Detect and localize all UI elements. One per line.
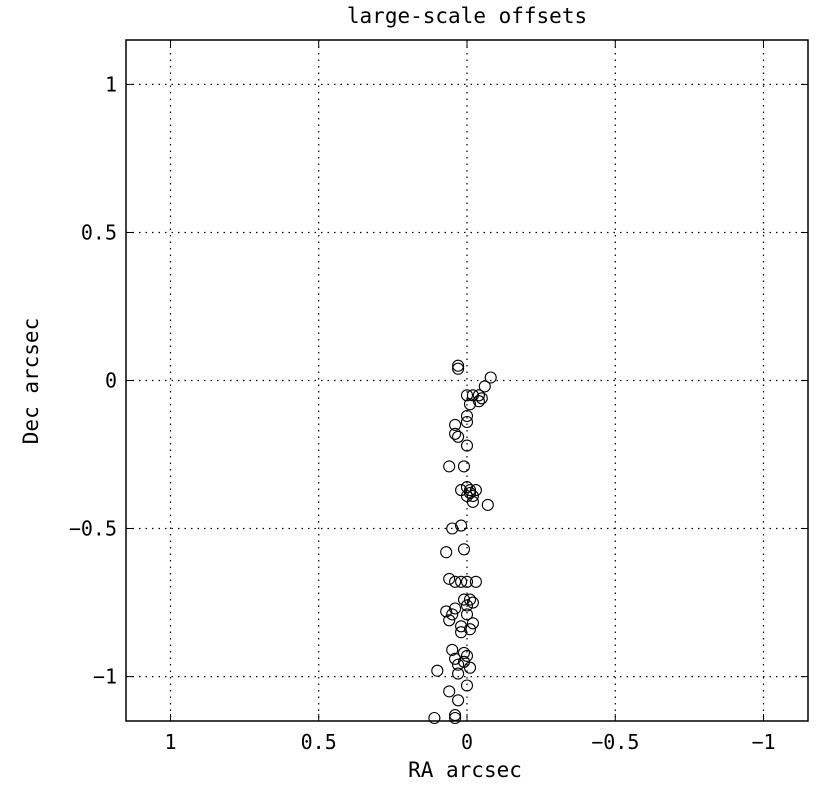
x-tick-label: 1 — [164, 730, 176, 754]
data-point — [463, 398, 477, 411]
data-point — [484, 371, 497, 384]
data-point — [449, 652, 462, 665]
data-point — [469, 484, 482, 497]
data-point — [452, 430, 465, 443]
data-point — [460, 649, 474, 662]
data-point — [463, 593, 477, 606]
y-tick-label: 0.5 — [81, 221, 117, 245]
x-tick-label: −0.5 — [591, 730, 639, 754]
data-point — [452, 694, 465, 707]
data-point — [460, 415, 474, 429]
data-point — [455, 626, 468, 639]
data-point — [466, 596, 479, 609]
data-point — [472, 395, 485, 408]
data-points — [428, 359, 497, 725]
data-point — [455, 620, 468, 633]
data-point — [452, 359, 465, 372]
data-point — [431, 664, 444, 677]
data-point — [469, 575, 482, 588]
data-point — [449, 711, 462, 725]
data-point — [460, 599, 474, 612]
data-point — [460, 575, 474, 588]
data-point — [449, 427, 462, 440]
data-point — [455, 575, 468, 588]
x-tick-label: 0.5 — [301, 730, 337, 754]
y-axis-label: Dec arcsec — [19, 318, 43, 444]
data-point — [449, 575, 462, 588]
data-point — [463, 486, 477, 500]
x-tick-label: −1 — [751, 730, 775, 754]
data-point — [457, 593, 471, 606]
data-point — [457, 646, 471, 659]
data-point — [463, 623, 477, 636]
x-axis-label: RA arcsec — [408, 758, 522, 782]
data-point — [443, 685, 456, 698]
data-point — [472, 389, 485, 402]
data-point — [452, 362, 465, 375]
data-point — [446, 522, 459, 535]
chart-title: large-scale offsets — [347, 4, 587, 28]
data-point — [452, 658, 465, 671]
data-point — [443, 460, 456, 473]
data-point — [466, 617, 479, 630]
data-point — [446, 608, 459, 621]
data-point — [466, 489, 479, 503]
data-point — [463, 484, 477, 497]
data-point — [440, 605, 453, 618]
data-point — [457, 460, 471, 473]
axis-ticks: 1 0.5 0 −0.5 −1 1 0.5 0 −0.5 −1 — [69, 40, 808, 754]
data-point — [452, 667, 465, 680]
data-point — [428, 711, 441, 725]
data-point — [446, 643, 459, 656]
data-point — [460, 679, 474, 692]
data-point — [475, 392, 488, 405]
data-point — [443, 614, 456, 627]
data-point — [443, 572, 456, 585]
x-tick-label: 0 — [461, 730, 473, 754]
data-point — [460, 439, 474, 452]
data-point — [449, 418, 462, 431]
data-point — [449, 602, 462, 615]
data-point — [460, 389, 474, 402]
data-point — [457, 543, 471, 556]
y-tick-label: −1 — [93, 665, 117, 689]
data-point — [463, 661, 477, 674]
data-point — [481, 498, 494, 511]
data-point — [440, 546, 453, 559]
data-point — [460, 608, 474, 621]
data-point — [466, 495, 479, 508]
data-point — [460, 481, 474, 494]
data-point — [455, 519, 468, 532]
data-point — [460, 409, 474, 423]
y-tick-label: 0 — [105, 369, 117, 393]
data-point — [478, 380, 491, 393]
y-tick-label: −0.5 — [69, 517, 117, 541]
y-tick-label: 1 — [105, 72, 117, 96]
